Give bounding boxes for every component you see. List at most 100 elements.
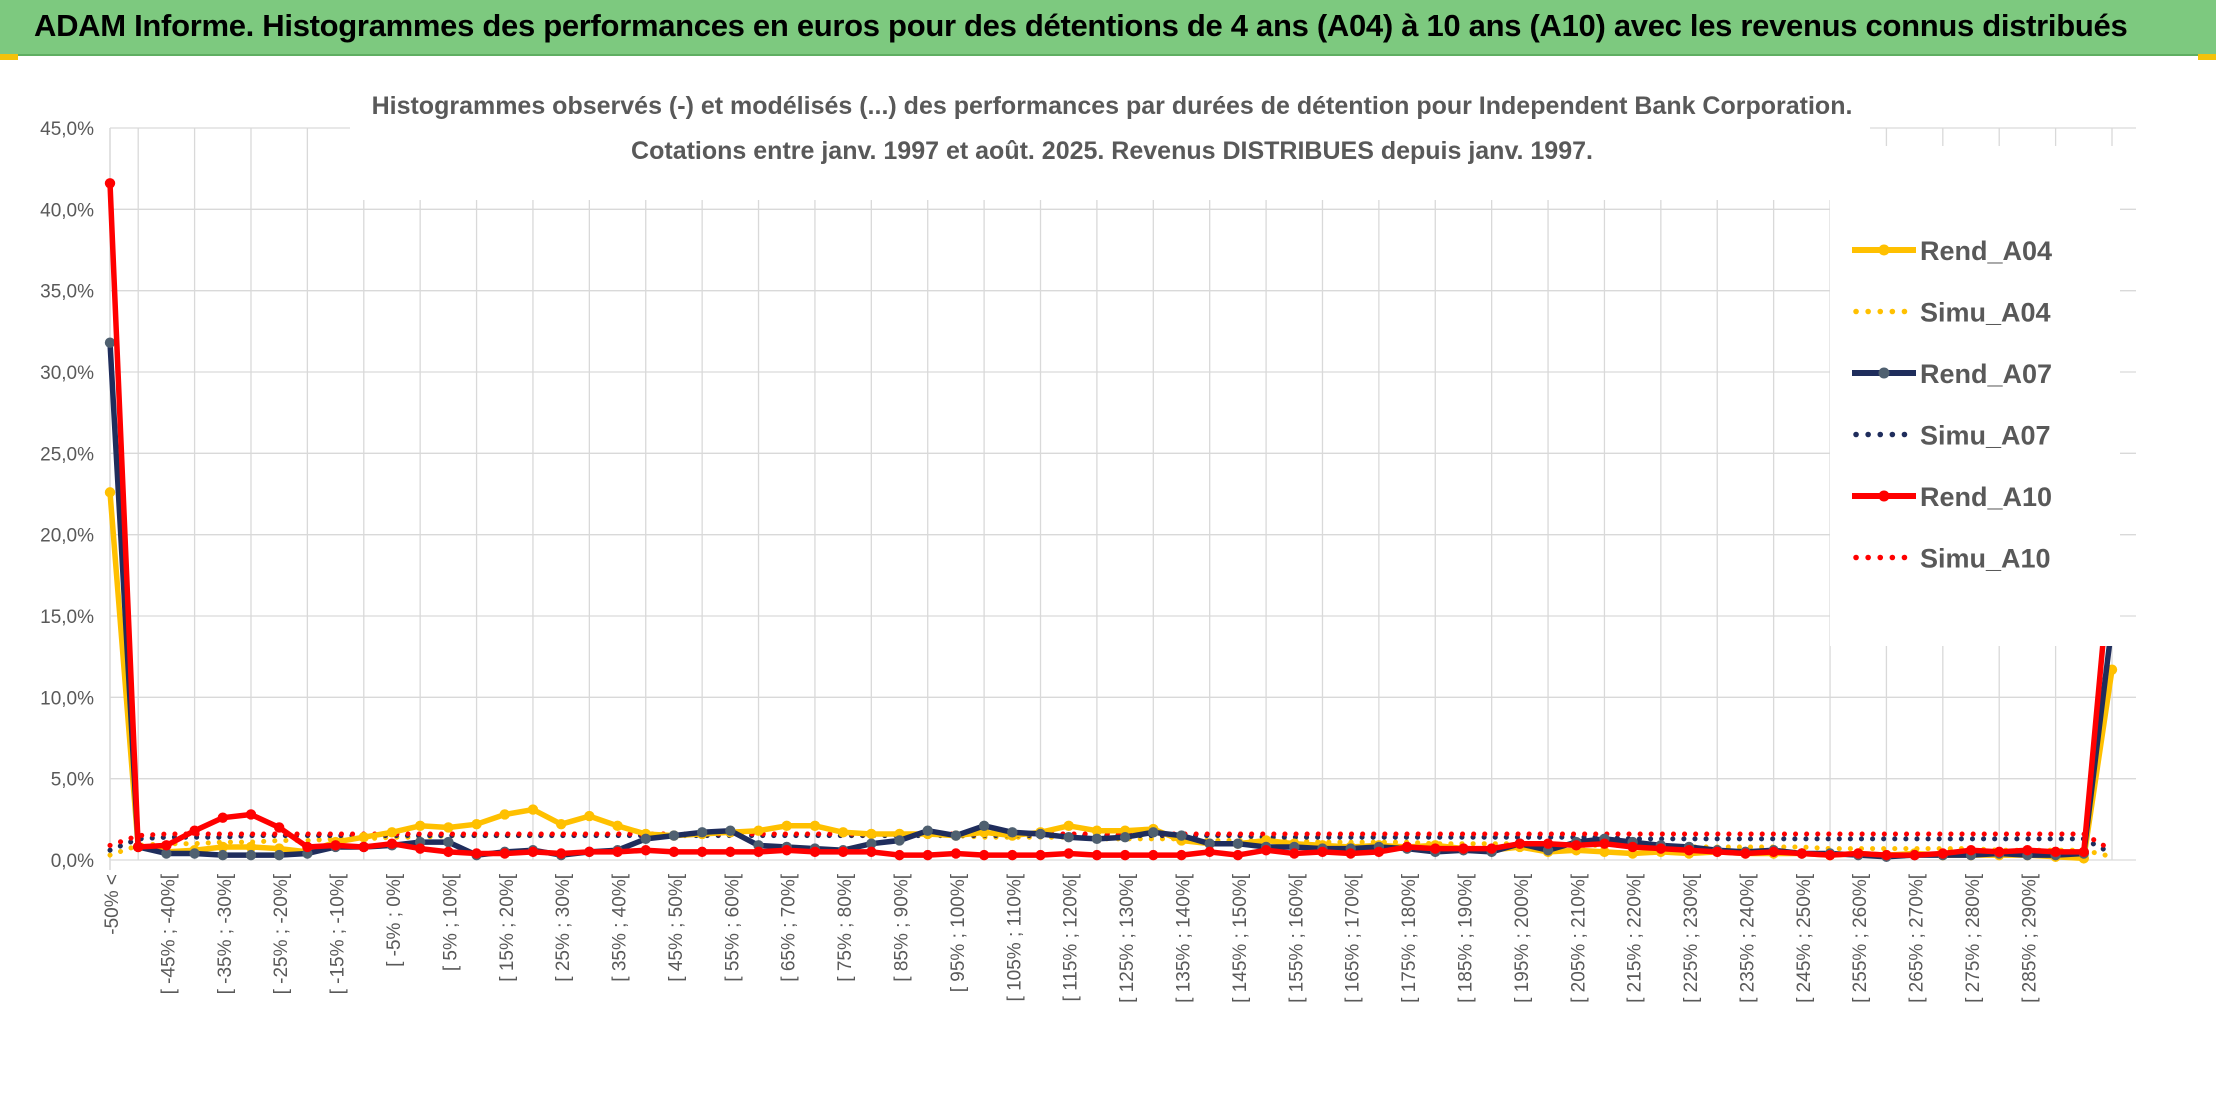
data-point — [1430, 843, 1441, 854]
data-point — [809, 820, 821, 832]
series-line — [107, 831, 2115, 860]
corner-mark-left — [0, 54, 18, 60]
data-point — [471, 819, 482, 830]
x-tick-label: [ 285% ; 290%[ — [2019, 873, 2040, 1003]
data-point — [1937, 848, 1949, 859]
y-axis-ticks: 0,0% 5,0% 10,0% 15,0% 20,0% 25,0% 30,0% 35,0% 40… — [40, 119, 94, 872]
data-point — [1091, 849, 1103, 861]
data-point — [696, 846, 708, 858]
data-point — [245, 849, 257, 861]
x-tick-label: -50% < — [102, 874, 123, 935]
data-point — [781, 845, 792, 856]
data-point — [386, 838, 398, 849]
chart-title-background — [350, 76, 1870, 200]
data-point — [1148, 849, 1159, 861]
x-tick-label: [ -45% ; -40%[ — [158, 873, 179, 994]
legend-background — [1830, 146, 2120, 646]
data-point — [1204, 838, 1215, 849]
y-tick-label: 20,0% — [40, 526, 94, 547]
data-point — [555, 819, 567, 830]
x-tick-label: [ 185% ; 190%[ — [1455, 873, 1476, 1003]
data-point — [725, 846, 736, 858]
data-point — [837, 827, 849, 838]
data-point — [161, 848, 172, 859]
data-point — [1683, 845, 1695, 856]
x-tick-label: [ 175% ; 180%[ — [1399, 873, 1420, 1003]
data-point — [443, 836, 454, 848]
data-point — [414, 820, 426, 832]
data-point — [1007, 849, 1018, 861]
report-banner: ADAM Informe. Histogrammes des performan… — [0, 0, 2216, 56]
data-point — [1740, 848, 1751, 859]
y-tick-label: 5,0% — [51, 770, 94, 791]
data-point — [555, 848, 567, 859]
y-tick-label: 15,0% — [40, 607, 94, 628]
legend: Rend_A04 Simu_A04 Rend_A07 Simu_A07 Rend_A10… — [1830, 146, 2120, 646]
data-point — [1035, 828, 1046, 840]
data-point — [1712, 846, 1723, 858]
x-tick-label: [ 135% ; 140%[ — [1173, 873, 1194, 1003]
data-point — [1486, 843, 1497, 854]
x-tick-label: [ 235% ; 240%[ — [1737, 873, 1758, 1003]
data-point — [612, 846, 623, 858]
series-Simu_A04 — [107, 831, 2115, 860]
data-point — [358, 841, 369, 853]
data-point — [217, 812, 228, 823]
data-point — [1204, 846, 1215, 858]
x-tick-label: [ 145% ; 150%[ — [1230, 873, 1251, 1003]
data-point — [753, 846, 764, 858]
y-tick-label: 30,0% — [40, 363, 94, 384]
data-point — [302, 841, 313, 853]
data-point — [978, 820, 990, 832]
x-tick-label: [ 45% ; 50%[ — [666, 873, 687, 981]
data-point — [640, 845, 651, 856]
data-point — [1007, 827, 1018, 838]
legend-label: Rend_A07 — [1920, 359, 2052, 389]
data-point — [217, 849, 228, 861]
data-point — [189, 825, 200, 836]
data-point — [1148, 827, 1159, 838]
chart-subtitle: Cotations entre janv. 1997 et août. 2025… — [631, 137, 1593, 165]
data-point — [1373, 846, 1385, 858]
data-point — [1119, 849, 1131, 861]
data-point — [866, 846, 877, 858]
data-point — [1260, 845, 1272, 856]
data-point — [273, 849, 285, 861]
legend-label: Rend_A04 — [1920, 236, 2052, 266]
x-tick-label: [ 215% ; 220%[ — [1625, 873, 1646, 1003]
y-tick-label: 45,0% — [40, 119, 94, 140]
x-tick-label: [ 55% ; 60%[ — [722, 873, 743, 981]
series-Simu_A10 — [107, 831, 2115, 853]
data-point — [189, 848, 200, 859]
data-point — [386, 827, 398, 838]
series-line — [107, 831, 2115, 853]
data-point — [668, 830, 680, 841]
x-tick-label: [ 95% ; 100%[ — [948, 873, 969, 992]
x-tick-label: [ 115% ; 120%[ — [1061, 873, 1082, 1001]
data-point — [1768, 846, 1779, 858]
data-point — [725, 825, 736, 836]
data-point — [358, 832, 369, 843]
x-tick-label: [ 225% ; 230%[ — [1681, 873, 1702, 1003]
data-point — [1091, 825, 1103, 836]
data-point — [978, 849, 990, 861]
data-point — [1824, 849, 1836, 861]
data-point — [245, 809, 257, 820]
data-point — [809, 846, 821, 858]
data-point — [527, 846, 539, 858]
data-point — [1599, 838, 1610, 849]
data-point — [1909, 849, 1920, 861]
data-point — [612, 820, 623, 832]
data-point — [1881, 849, 1892, 861]
histogram-chart: Histogrammes observés (-) et modélisés (… — [40, 76, 2136, 1003]
data-point — [894, 835, 905, 846]
x-tick-label: [ 245% ; 250%[ — [1794, 873, 1815, 1003]
x-tick-label: [ 25% ; 30%[ — [553, 873, 574, 981]
data-point — [1627, 841, 1638, 853]
data-point — [217, 841, 228, 853]
data-point — [132, 841, 144, 853]
data-point — [894, 849, 905, 861]
data-point — [866, 828, 877, 840]
data-point — [753, 825, 764, 836]
series-line — [107, 183, 2115, 858]
